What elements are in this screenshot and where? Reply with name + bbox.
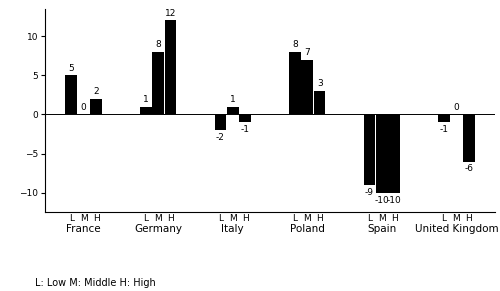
Text: France: France [66, 224, 101, 234]
Text: -6: -6 [464, 164, 473, 173]
Text: L: Low M: Middle H: High: L: Low M: Middle H: High [35, 278, 156, 288]
Text: -1: -1 [440, 125, 448, 134]
Bar [289, 52, 300, 114]
Text: 2: 2 [94, 87, 99, 96]
Text: -1: -1 [240, 125, 250, 134]
Bar [90, 99, 102, 114]
Text: 8: 8 [156, 40, 161, 49]
Bar [240, 114, 251, 122]
Text: United Kingdom: United Kingdom [414, 224, 498, 234]
Bar [227, 107, 238, 114]
Bar [364, 114, 375, 185]
Text: 12: 12 [165, 9, 176, 18]
Text: 1: 1 [230, 95, 235, 104]
Bar [165, 20, 176, 114]
Bar [214, 114, 226, 130]
Text: 1: 1 [143, 95, 148, 104]
Text: -2: -2 [216, 133, 225, 142]
Text: -9: -9 [365, 188, 374, 197]
Text: 3: 3 [317, 79, 322, 88]
Text: Germany: Germany [134, 224, 182, 234]
Bar [376, 114, 388, 193]
Bar [140, 107, 151, 114]
Text: -10: -10 [374, 196, 389, 205]
Text: Italy: Italy [222, 224, 244, 234]
Bar [314, 91, 326, 114]
Text: 8: 8 [292, 40, 298, 49]
Text: 5: 5 [68, 63, 74, 72]
Bar [388, 114, 400, 193]
Text: 0: 0 [81, 103, 86, 112]
Bar [438, 114, 450, 122]
Bar [463, 114, 474, 162]
Text: 0: 0 [454, 103, 459, 112]
Text: Poland: Poland [290, 224, 324, 234]
Text: -10: -10 [387, 196, 402, 205]
Text: 7: 7 [304, 48, 310, 57]
Bar [302, 60, 313, 114]
Bar [152, 52, 164, 114]
Bar [66, 75, 77, 114]
Text: Spain: Spain [367, 224, 396, 234]
